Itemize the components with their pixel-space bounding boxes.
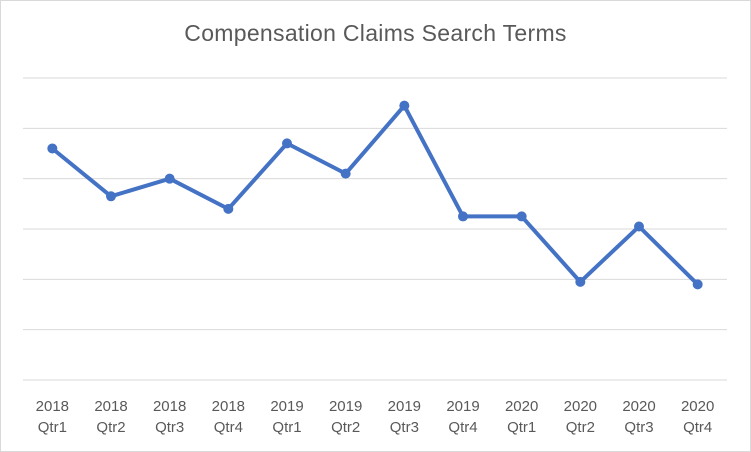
data-point — [575, 276, 586, 287]
x-tick-label: 2020 Qtr3 — [622, 398, 655, 436]
data-point — [634, 221, 644, 232]
data-point — [458, 211, 468, 222]
x-tick-label: 2019 Qtr3 — [388, 398, 421, 436]
data-point — [692, 279, 703, 290]
x-tick-label: 2018 Qtr3 — [153, 398, 186, 436]
data-point — [106, 191, 116, 202]
data-point — [340, 168, 351, 179]
data-point — [282, 138, 292, 149]
data-point — [516, 211, 527, 222]
x-tick-label: 2020 Qtr1 — [505, 398, 538, 436]
x-tick-label: 2019 Qtr2 — [329, 398, 362, 436]
x-tick-label: 2020 Qtr2 — [564, 398, 597, 436]
x-tick-label: 2018 Qtr2 — [94, 398, 127, 436]
data-point — [223, 203, 234, 214]
x-tick-label: 2018 Qtr1 — [36, 398, 69, 436]
x-tick-label: 2020 Qtr4 — [681, 398, 714, 436]
x-tick-label: 2018 Qtr4 — [212, 398, 245, 436]
chart-title: Compensation Claims Search Terms — [184, 20, 567, 46]
x-tick-label: 2019 Qtr1 — [270, 398, 303, 436]
x-tick-label: 2019 Qtr4 — [446, 398, 479, 436]
data-point — [164, 173, 175, 184]
series-line-0 — [50, 103, 700, 287]
data-point — [47, 143, 58, 154]
data-point — [399, 100, 410, 111]
